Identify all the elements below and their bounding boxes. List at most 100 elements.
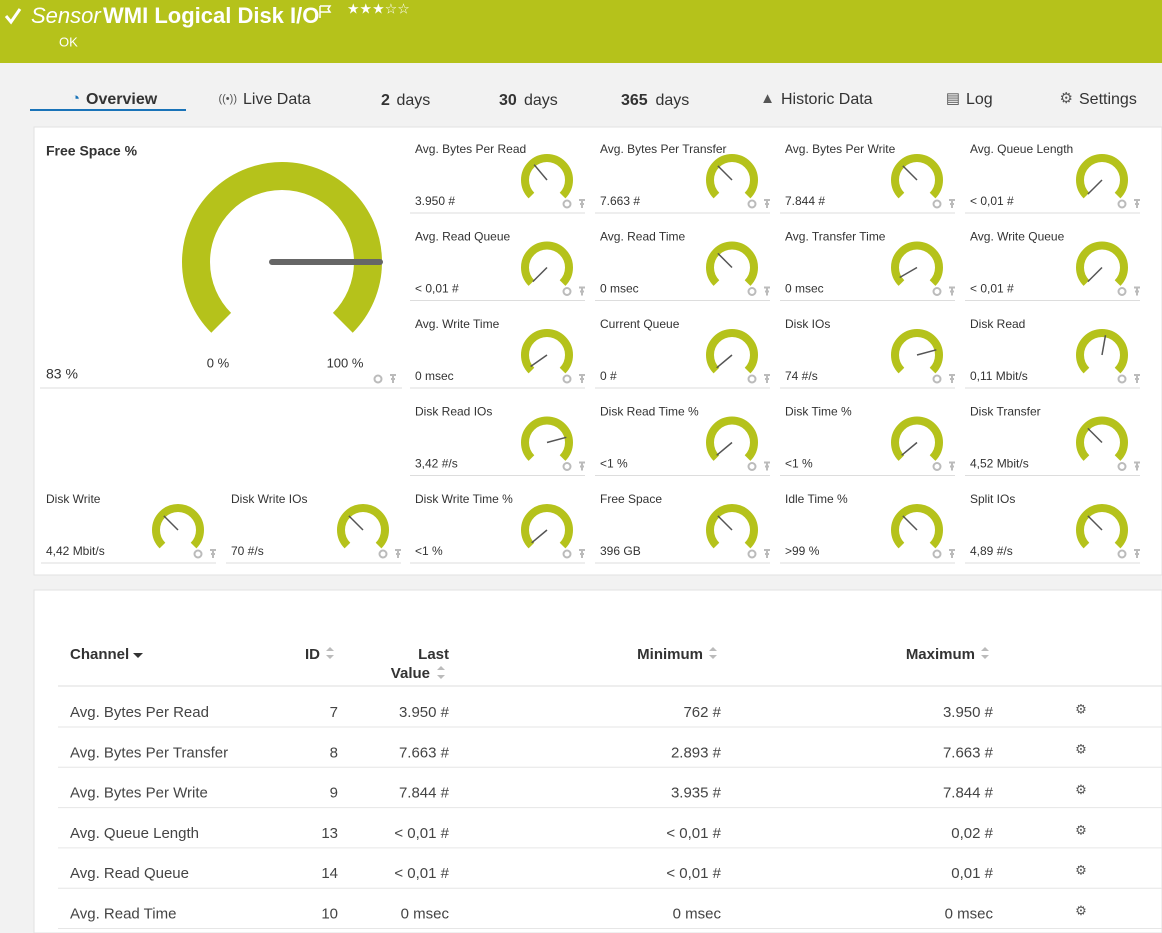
settings-icon[interactable] [747,374,757,384]
gauge-label: Avg. Transfer Time [785,230,886,244]
settings-icon[interactable] [932,462,942,471]
gauge-label: Disk Time % [785,405,852,419]
rating-stars[interactable]: ★★★☆☆ [347,1,410,17]
channel-settings-icon[interactable]: ⚙ [1075,742,1087,757]
tab-unit[interactable]: days [397,92,431,109]
sort-icon[interactable] [133,653,143,658]
settings-icon[interactable] [747,549,757,559]
channel-settings-icon[interactable]: ⚙ [1075,903,1087,918]
settings-icon[interactable] [193,549,203,559]
tab-label[interactable]: Historic Data [781,91,873,108]
column-header[interactable]: Minimum [637,646,703,663]
settings-icon[interactable] [747,199,757,209]
settings-icon[interactable] [932,374,942,384]
tab-unit[interactable]: days [656,92,690,109]
tab-number[interactable]: 2 [381,92,390,109]
settings-icon[interactable] [378,549,388,559]
column-header[interactable]: ID [305,646,320,663]
tab-label[interactable]: Live Data [243,91,311,108]
settings-icon[interactable] [1117,462,1127,471]
gauge-needle [899,266,918,279]
pin-icon[interactable] [949,461,955,471]
gauge-value: 3.950 # [415,194,455,208]
tab-icon[interactable]: ⚙ [1060,90,1073,107]
flag-icon[interactable] [319,5,332,18]
pin-icon[interactable] [764,549,770,558]
tab-unit[interactable]: days [524,92,558,109]
tab-label[interactable]: Settings [1079,91,1137,108]
settings-icon[interactable] [562,374,572,384]
tab-icon[interactable]: ▤ [946,90,960,107]
pin-icon[interactable] [1134,199,1140,208]
settings-icon[interactable] [1117,287,1127,296]
pin-icon[interactable] [579,199,585,208]
pin-icon[interactable] [390,374,396,383]
settings-icon[interactable] [562,287,572,296]
tab-icon[interactable]: ((•)) [218,93,237,105]
settings-icon[interactable] [562,462,572,471]
cell-value: 8 [330,744,338,761]
pin-icon[interactable] [579,461,585,471]
pin-icon[interactable] [949,199,955,208]
gauge-value: <1 % [600,457,628,471]
gauge-label: Current Queue [600,317,680,331]
tab-icon[interactable]: ▲ [760,90,775,107]
gauge-value: 0 msec [785,282,824,296]
pin-icon[interactable] [1134,461,1140,471]
settings-icon[interactable] [1117,199,1127,209]
settings-icon[interactable] [1117,549,1127,559]
pin-icon[interactable] [764,286,770,296]
tab-label[interactable]: Log [966,91,993,108]
column-header[interactable]: Channel [70,646,129,663]
pin-icon[interactable] [1134,286,1140,296]
gauge-label: Split IOs [970,492,1015,506]
column-header[interactable]: Maximum [906,646,975,663]
pin-icon[interactable] [949,374,955,383]
pin-icon[interactable] [579,549,585,558]
tab-number[interactable]: 365 [621,92,648,109]
gauge-value: 396 GB [600,544,641,558]
gauge-needle [901,441,918,456]
settings-icon[interactable] [747,287,757,296]
pin-icon[interactable] [579,374,585,383]
sort-icon[interactable] [437,666,445,679]
channel-settings-icon[interactable]: ⚙ [1075,701,1087,716]
table-panel [33,589,1162,933]
pin-icon[interactable] [1134,549,1140,558]
pin-icon[interactable] [764,374,770,383]
channel-settings-icon[interactable]: ⚙ [1075,822,1087,837]
gauge-needle [163,515,179,531]
cell-value: 2.893 # [671,744,722,761]
settings-icon[interactable] [747,462,757,471]
pin-icon[interactable] [395,549,401,558]
gauge-needle [902,165,918,181]
settings-icon[interactable] [562,199,572,209]
channel-name: Avg. Bytes Per Read [70,704,209,721]
pin-icon[interactable] [1134,374,1140,383]
tab-label[interactable]: Overview [86,91,158,108]
pin-icon[interactable] [949,549,955,558]
pin-icon[interactable] [579,286,585,296]
pin-icon[interactable] [210,549,216,558]
sort-icon[interactable] [981,647,989,659]
channel-settings-icon[interactable]: ⚙ [1075,782,1087,797]
settings-icon[interactable] [562,549,572,559]
sort-icon[interactable] [709,647,717,659]
settings-icon[interactable] [373,374,383,384]
sort-icon[interactable] [326,647,334,659]
pin-icon[interactable] [949,286,955,296]
settings-icon[interactable] [932,199,942,209]
column-header[interactable]: Last Value [391,646,449,682]
channel-name: Avg. Read Queue [70,865,189,882]
tab-icon[interactable]: ◔ [71,90,80,107]
pin-icon[interactable] [764,461,770,471]
gauge-label: Disk Read IOs [415,405,492,419]
main-gauge-min: 0 % [207,355,230,370]
settings-icon[interactable] [932,287,942,296]
pin-icon[interactable] [764,199,770,208]
channel-settings-icon[interactable]: ⚙ [1075,863,1087,878]
settings-icon[interactable] [932,549,942,559]
tab-number[interactable]: 30 [499,92,517,109]
settings-icon[interactable] [1117,374,1127,384]
gauge-arc [706,504,758,549]
